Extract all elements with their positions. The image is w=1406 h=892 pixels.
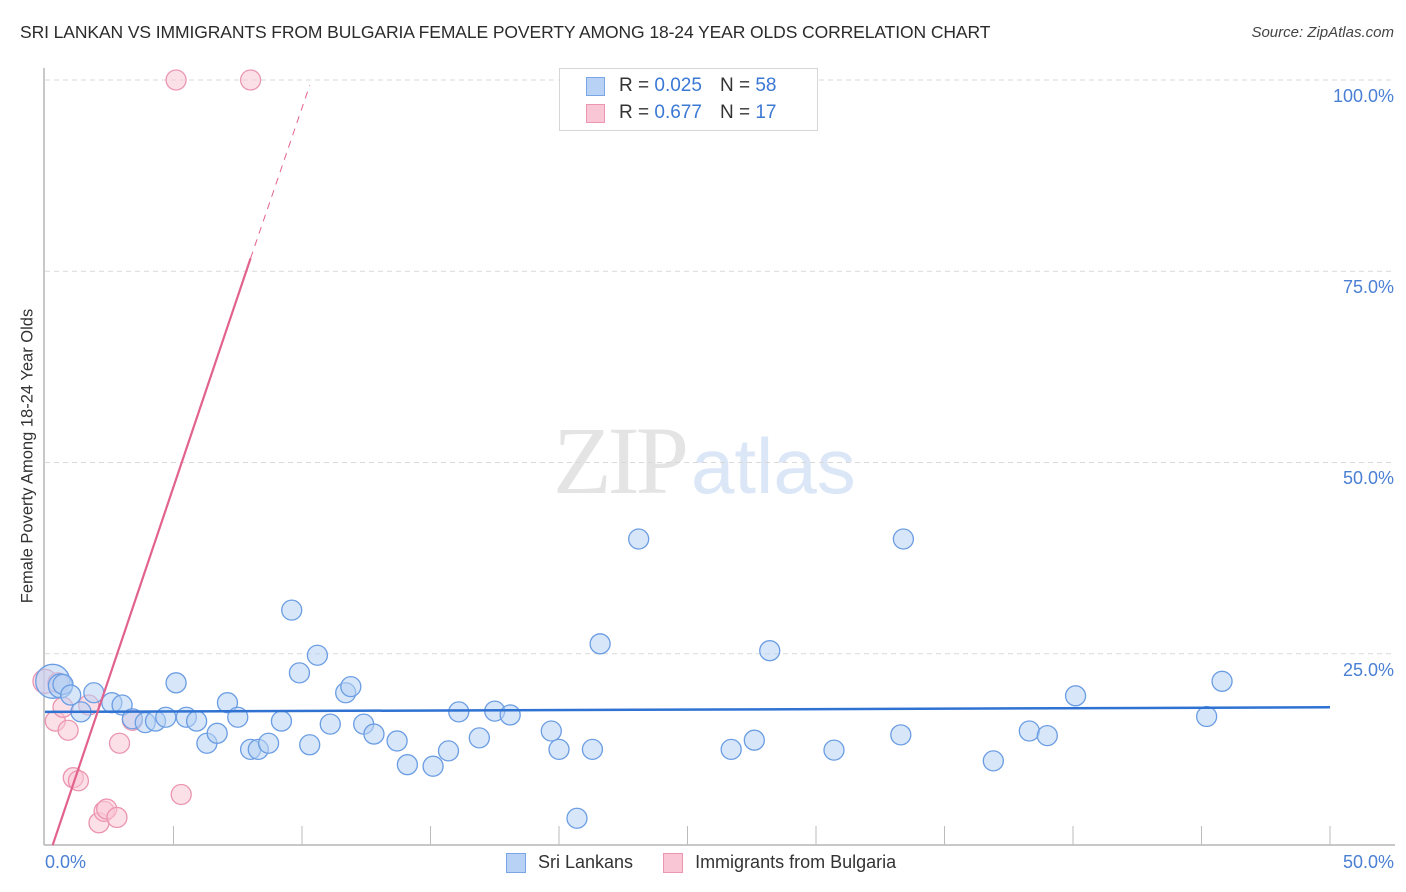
trend-line-sri-lankans bbox=[44, 706, 1331, 714]
y-tick-75: 75.0% bbox=[1342, 277, 1394, 297]
data-point[interactable] bbox=[468, 727, 490, 749]
r-value: 0.677 bbox=[654, 102, 702, 123]
data-point[interactable] bbox=[60, 684, 82, 706]
data-point[interactable] bbox=[396, 754, 419, 776]
data-point[interactable] bbox=[206, 722, 228, 744]
data-point[interactable] bbox=[288, 662, 311, 684]
y-tick-100: 100.0% bbox=[1332, 86, 1394, 106]
gridlines bbox=[45, 79, 1395, 655]
data-point[interactable] bbox=[306, 644, 329, 666]
x-tick-50: 50.0% bbox=[1342, 852, 1394, 872]
data-point[interactable] bbox=[363, 723, 385, 745]
blue-swatch-icon bbox=[506, 852, 526, 873]
data-point[interactable] bbox=[57, 719, 79, 741]
r-label: R = bbox=[619, 75, 650, 96]
data-point[interactable] bbox=[720, 738, 742, 761]
data-point[interactable] bbox=[982, 750, 1004, 772]
data-point[interactable] bbox=[170, 783, 192, 806]
data-point[interactable] bbox=[281, 599, 303, 621]
data-point[interactable] bbox=[106, 806, 128, 829]
n-label: N = bbox=[719, 75, 751, 96]
pink-swatch-icon bbox=[663, 852, 684, 873]
data-point[interactable] bbox=[499, 704, 521, 726]
data-point[interactable] bbox=[1036, 724, 1058, 747]
legend-item-sri-lankans[interactable]: Sri Lankans bbox=[506, 852, 633, 873]
data-point[interactable] bbox=[581, 738, 604, 761]
data-point[interactable] bbox=[1018, 720, 1040, 742]
legend-label: Immigrants from Bulgaria bbox=[695, 852, 897, 872]
data-point[interactable] bbox=[239, 69, 262, 91]
trend-line-bulgaria bbox=[51, 257, 252, 846]
data-point[interactable] bbox=[165, 672, 187, 694]
data-point[interactable] bbox=[299, 734, 321, 756]
data-point[interactable] bbox=[386, 730, 408, 752]
blue-swatch-icon bbox=[586, 76, 605, 96]
data-point[interactable] bbox=[437, 740, 460, 762]
chart-title: SRI LANKAN VS IMMIGRANTS FROM BULGARIA F… bbox=[20, 22, 991, 42]
n-label: N = bbox=[719, 102, 751, 123]
stats-legend: R = 0.025 N = 58 R = 0.677 N = 17 bbox=[559, 68, 818, 131]
data-point[interactable] bbox=[270, 710, 293, 732]
source-label: Source: ZipAtlas.com bbox=[1251, 24, 1394, 41]
data-point[interactable] bbox=[108, 732, 131, 754]
data-point[interactable] bbox=[1195, 705, 1218, 728]
data-point[interactable] bbox=[422, 755, 444, 777]
data-point[interactable] bbox=[257, 732, 280, 754]
r-value: 0.025 bbox=[654, 75, 702, 96]
data-point[interactable] bbox=[540, 720, 562, 742]
data-point[interactable] bbox=[1211, 670, 1233, 692]
x-tick-0: 0.0% bbox=[45, 852, 87, 872]
y-tick-25: 25.0% bbox=[1342, 660, 1394, 680]
data-point[interactable] bbox=[216, 692, 239, 714]
data-point[interactable] bbox=[823, 739, 845, 761]
data-point[interactable] bbox=[628, 528, 650, 550]
watermark: ZIPatlas bbox=[553, 405, 856, 516]
legend-row-bulgaria: R = 0.677 N = 17 bbox=[586, 101, 776, 125]
pink-swatch-icon bbox=[586, 103, 605, 123]
y-axis-label: Female Poverty Among 18-24 Year Olds bbox=[18, 308, 37, 604]
legend-row-sri-lankans: R = 0.025 N = 58 bbox=[586, 74, 776, 98]
series-sri-lankans-points bbox=[35, 528, 1233, 829]
trend-lines bbox=[44, 85, 1331, 846]
series-legend: Sri Lankans Immigrants from Bulgaria bbox=[506, 852, 926, 873]
legend-label: Sri Lankans bbox=[538, 852, 634, 872]
data-point[interactable] bbox=[890, 724, 912, 746]
data-point[interactable] bbox=[1064, 685, 1087, 707]
data-point[interactable] bbox=[892, 528, 915, 550]
watermark-atlas: atlas bbox=[691, 422, 856, 510]
r-label: R = bbox=[619, 102, 650, 123]
data-point[interactable] bbox=[165, 69, 187, 91]
data-point[interactable] bbox=[548, 738, 570, 761]
axes bbox=[43, 68, 1395, 846]
data-point[interactable] bbox=[319, 713, 341, 735]
y-tick-50: 50.0% bbox=[1342, 468, 1394, 488]
legend-item-bulgaria[interactable]: Immigrants from Bulgaria bbox=[663, 852, 896, 873]
data-point[interactable] bbox=[566, 807, 588, 829]
data-point[interactable] bbox=[185, 710, 208, 732]
watermark-zip: ZIP bbox=[553, 407, 689, 514]
trend-line-bulgaria-extension bbox=[250, 85, 311, 259]
data-point[interactable] bbox=[448, 701, 470, 723]
data-point[interactable] bbox=[743, 729, 765, 751]
n-value: 58 bbox=[755, 75, 777, 96]
data-point[interactable] bbox=[589, 633, 611, 655]
data-point[interactable] bbox=[759, 640, 781, 662]
data-point[interactable] bbox=[340, 675, 362, 698]
n-value: 17 bbox=[755, 102, 777, 123]
